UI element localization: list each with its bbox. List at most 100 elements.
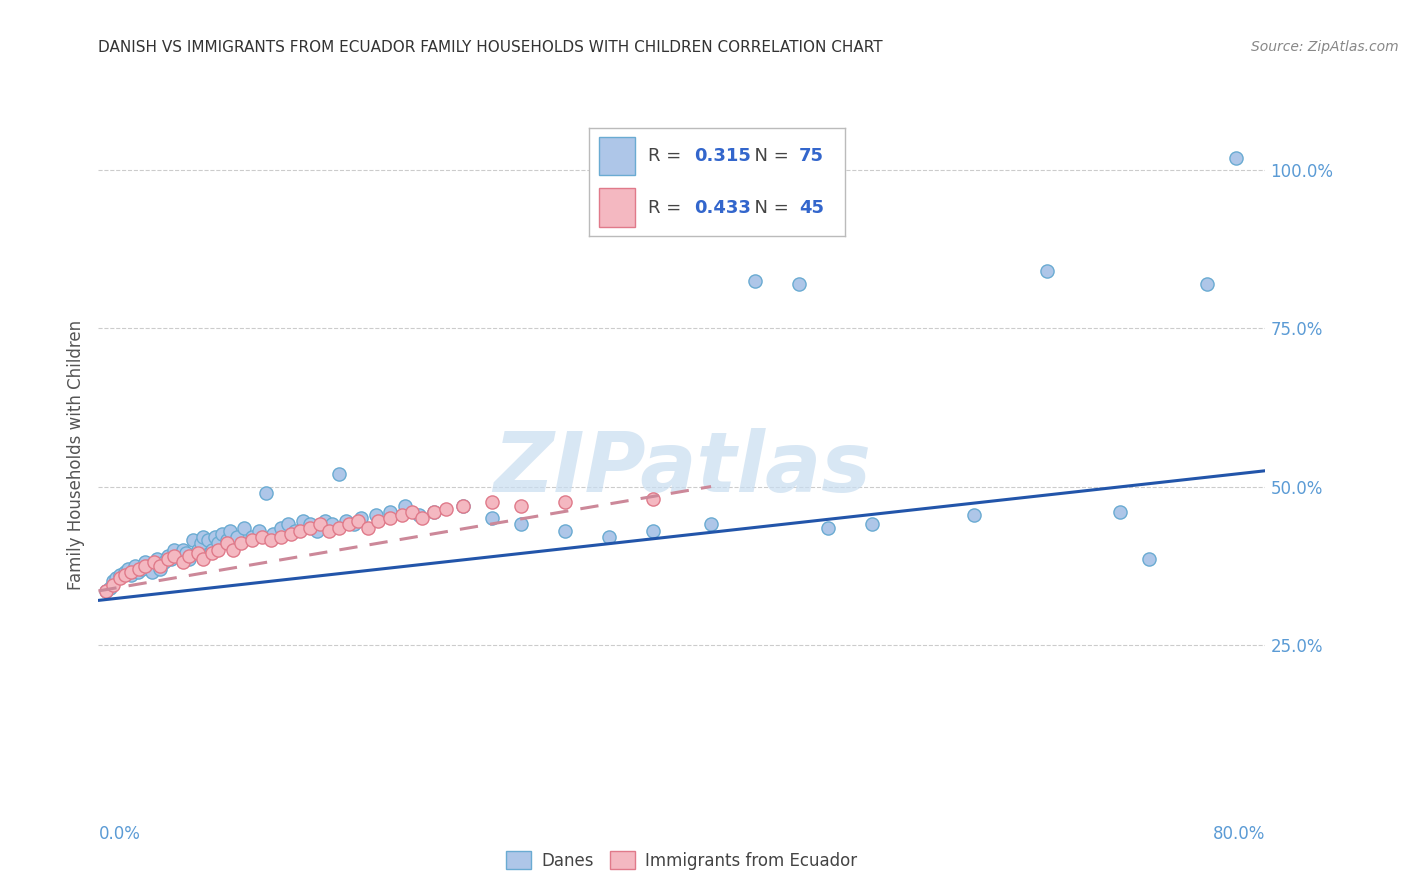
Point [114,568,136,582]
Point [337,517,360,532]
Point [201,546,224,560]
Point [190,536,212,550]
Point [226,530,249,544]
Point [318,524,340,538]
Point [380,505,402,519]
Point [131,562,153,576]
Point [641,524,664,538]
Text: 0.0%: 0.0% [98,825,141,843]
Point [127,565,149,579]
Point [321,517,343,532]
Point [408,508,430,522]
Point [510,517,533,532]
Text: 75: 75 [799,147,824,166]
Point [510,499,533,513]
Point [193,552,215,566]
Point [328,467,350,481]
Point [411,511,433,525]
Point [247,524,270,538]
Point [177,552,200,566]
Point [98,581,121,595]
Point [277,517,299,532]
Point [423,505,446,519]
Point [394,499,416,513]
Point [177,549,200,563]
Point [328,521,350,535]
Point [167,549,190,563]
Point [298,521,321,535]
Point [434,501,457,516]
Point [218,524,240,538]
Point [380,511,402,525]
Point [101,574,124,589]
Text: 0.315: 0.315 [693,147,751,166]
Point [149,558,172,573]
Point [114,565,136,579]
Point [163,542,186,557]
Point [233,521,256,535]
Point [157,549,180,563]
Point [481,511,503,525]
Point [181,533,204,548]
Point [197,533,219,548]
Point [120,565,142,579]
Point [240,533,263,548]
Point [207,536,229,550]
Point [962,508,984,522]
Point [231,536,253,550]
Point [270,530,292,544]
Text: N =: N = [742,199,794,218]
Point [262,527,284,541]
Point [204,530,226,544]
Point [298,517,321,532]
Point [1195,277,1218,292]
Point [138,558,160,573]
Point [787,277,810,292]
Point [117,562,139,576]
Point [160,552,183,566]
Text: 45: 45 [799,199,824,218]
Point [284,524,307,538]
Point [254,486,277,500]
Point [817,521,839,535]
Point [280,527,302,541]
Point [259,533,281,548]
Point [291,514,314,528]
Text: R =: R = [648,147,686,166]
Text: ZIPatlas: ZIPatlas [494,428,870,509]
Y-axis label: Family Households with Children: Family Households with Children [66,320,84,590]
Point [309,517,332,532]
Point [215,536,238,550]
Point [193,530,215,544]
Point [221,542,243,557]
Point [120,568,142,582]
Point [641,492,664,507]
Point [101,577,124,591]
Point [860,517,883,532]
Point [187,542,209,557]
Point [157,552,180,566]
Point [215,533,238,548]
Point [149,562,172,576]
Point [110,568,132,582]
Point [335,514,357,528]
Point [1137,552,1160,566]
Point [134,556,156,570]
Point [142,556,165,570]
Point [357,521,380,535]
Point [207,542,229,557]
Text: DANISH VS IMMIGRANTS FROM ECUADOR FAMILY HOUSEHOLDS WITH CHILDREN CORRELATION CH: DANISH VS IMMIGRANTS FROM ECUADOR FAMILY… [98,40,883,55]
FancyBboxPatch shape [599,136,634,176]
Point [124,558,146,573]
Point [451,499,474,513]
Point [110,571,132,585]
Point [172,542,194,557]
Point [401,505,423,519]
Point [288,524,311,538]
Point [240,530,263,544]
Point [201,542,224,557]
Point [364,508,387,522]
Point [744,274,766,288]
Point [391,508,413,522]
Point [598,530,620,544]
